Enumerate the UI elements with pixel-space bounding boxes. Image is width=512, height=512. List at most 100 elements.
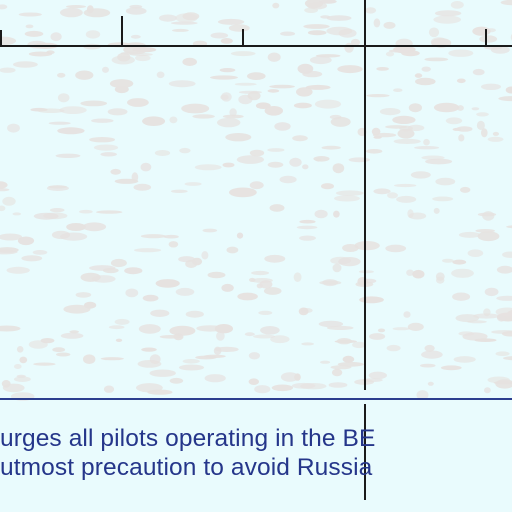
terrain-speckle bbox=[149, 369, 176, 377]
terrain-speckle bbox=[163, 234, 179, 239]
terrain-speckle bbox=[0, 188, 10, 192]
terrain-speckle bbox=[253, 334, 276, 339]
terrain-speckle bbox=[414, 146, 440, 150]
terrain-speckle bbox=[79, 209, 93, 214]
terrain-speckle bbox=[319, 0, 337, 4]
terrain-speckle bbox=[134, 248, 162, 253]
terrain-speckle bbox=[383, 21, 396, 29]
terrain-speckle bbox=[24, 30, 44, 37]
terrain-speckle bbox=[301, 342, 314, 346]
terrain-speckle bbox=[13, 364, 22, 369]
terrain-speckle bbox=[366, 149, 383, 154]
terrain-speckle bbox=[207, 271, 226, 279]
terrain-speckle bbox=[460, 186, 471, 193]
terrain-speckle bbox=[141, 347, 157, 352]
terrain-speckle bbox=[124, 267, 143, 275]
terrain-speckle bbox=[274, 122, 291, 131]
terrain-speckle bbox=[85, 30, 101, 39]
terrain-speckle bbox=[60, 232, 88, 241]
terrain-speckle bbox=[210, 32, 229, 39]
terrain-speckle bbox=[487, 376, 510, 384]
terrain-speckle bbox=[445, 117, 463, 125]
terrain-speckle bbox=[487, 136, 504, 142]
terrain-speckle bbox=[169, 325, 196, 336]
terrain-speckle bbox=[12, 212, 22, 216]
terrain-speckle bbox=[294, 373, 301, 381]
terrain-speckle bbox=[59, 106, 87, 114]
terrain-speckle bbox=[330, 256, 351, 265]
terrain-speckle bbox=[502, 251, 512, 258]
terrain-speckle bbox=[251, 270, 270, 276]
terrain-speckle bbox=[371, 127, 381, 136]
terrain-speckle bbox=[0, 67, 16, 73]
terrain-speckle bbox=[150, 309, 170, 317]
terrain-speckle bbox=[222, 162, 235, 168]
terrain-speckle bbox=[350, 38, 361, 46]
terrain-speckle bbox=[337, 361, 364, 367]
terrain-speckle bbox=[425, 158, 453, 165]
terrain-speckle bbox=[37, 108, 65, 113]
terrain-speckle bbox=[415, 77, 436, 86]
terrain-speckle bbox=[427, 381, 434, 386]
terrain-speckle bbox=[467, 249, 484, 257]
terrain-speckle bbox=[220, 38, 233, 44]
terrain-speckle bbox=[75, 292, 92, 298]
terrain-speckle bbox=[249, 149, 265, 157]
terrain-speckle bbox=[249, 181, 264, 190]
terrain-speckle bbox=[258, 310, 273, 315]
terrain-speckle bbox=[138, 324, 161, 334]
terrain-speckle bbox=[102, 66, 109, 73]
terrain-speckle bbox=[217, 18, 245, 25]
terrain-speckle bbox=[125, 7, 147, 15]
terrain-speckle bbox=[432, 196, 454, 202]
terrain-speckle bbox=[332, 163, 345, 174]
terrain-speckle bbox=[335, 190, 364, 196]
terrain-speckle bbox=[279, 175, 297, 184]
terrain-speckle bbox=[479, 35, 498, 43]
terrain-speckle bbox=[248, 352, 260, 360]
terrain-speckle bbox=[66, 223, 86, 231]
terrain-speckle bbox=[456, 78, 466, 84]
terrain-speckle bbox=[421, 155, 445, 160]
terrain-speckle bbox=[236, 155, 264, 164]
terrain-speckle bbox=[386, 344, 401, 352]
terrain-speckle bbox=[435, 177, 456, 186]
terrain-speckle bbox=[234, 82, 257, 86]
terrain-speckle bbox=[296, 225, 318, 230]
terrain-speckle bbox=[476, 112, 489, 117]
terrain-speckle bbox=[216, 331, 225, 341]
terrain-speckle bbox=[169, 377, 184, 384]
terrain-speckle bbox=[228, 24, 250, 32]
terrain-speckle bbox=[80, 100, 107, 107]
terrain-speckle bbox=[192, 114, 215, 119]
terrain-speckle bbox=[168, 241, 179, 248]
terrain-speckle bbox=[225, 133, 252, 142]
terrain-speckle bbox=[314, 99, 342, 109]
terrain-speckle bbox=[170, 189, 188, 193]
terrain-speckle bbox=[83, 8, 111, 18]
terrain-speckle bbox=[271, 384, 294, 392]
terrain-speckle bbox=[373, 135, 382, 139]
terrain-speckle bbox=[314, 209, 328, 219]
terrain-speckle bbox=[172, 28, 189, 32]
terrain-speckle bbox=[442, 258, 454, 263]
terrain-speckle bbox=[109, 79, 134, 89]
terrain-speckle bbox=[66, 5, 86, 9]
terrain-speckle bbox=[135, 54, 151, 62]
terrain-speckle bbox=[159, 14, 177, 22]
terrain-speckle bbox=[140, 162, 152, 172]
terrain-speckle bbox=[246, 72, 266, 80]
terrain-speckle bbox=[156, 71, 165, 79]
terrain-speckle bbox=[302, 164, 309, 170]
terrain-speckle bbox=[299, 235, 316, 241]
terrain-speckle bbox=[17, 236, 35, 246]
terrain-speckle bbox=[388, 49, 410, 53]
terrain-speckle bbox=[501, 331, 512, 337]
terrain-speckle bbox=[48, 121, 71, 125]
terrain-speckle bbox=[0, 247, 19, 253]
terrain-speckle bbox=[142, 294, 159, 302]
terrain-speckle bbox=[476, 120, 485, 130]
terrain-speckle bbox=[423, 138, 430, 146]
terrain-speckle bbox=[107, 108, 128, 116]
